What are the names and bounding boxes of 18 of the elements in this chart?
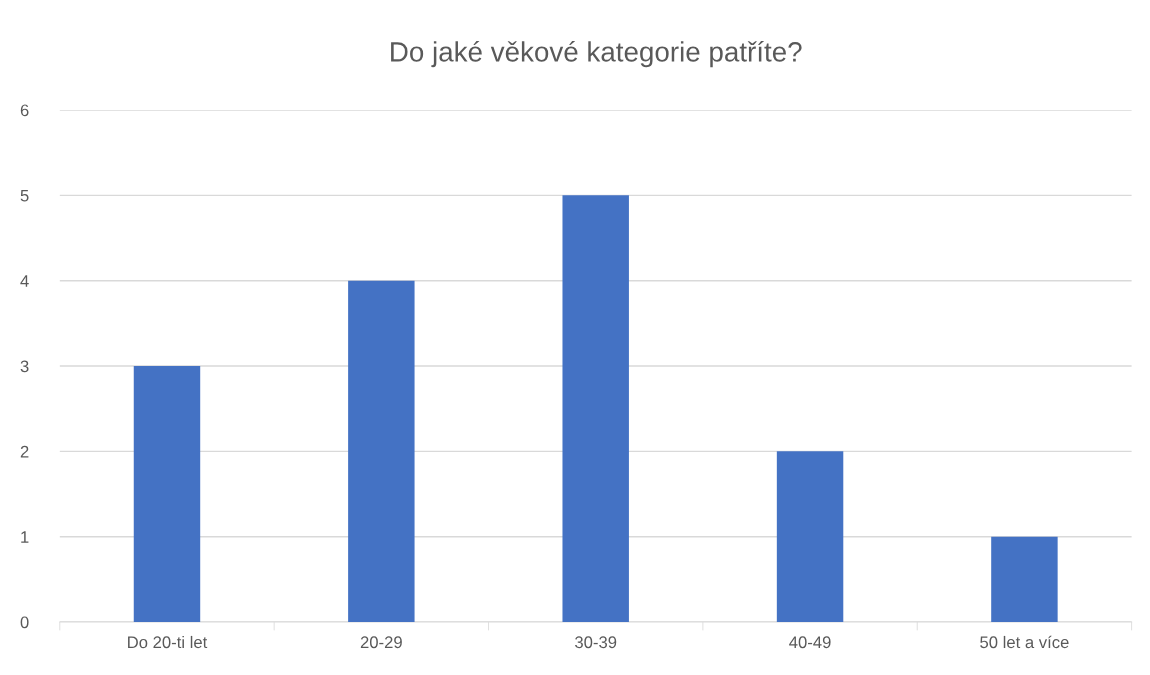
x-tick-label: 50 let a více: [980, 635, 1069, 649]
bar: [348, 280, 415, 623]
y-tick-label: 4: [20, 275, 29, 287]
bar: [776, 451, 844, 623]
chart-title: Do jaké věkové kategorie patříte?: [391, 40, 802, 68]
y-tick-label: 6: [20, 104, 29, 117]
y-tick-label: 3: [20, 360, 29, 373]
x-tick-label: 20-29: [360, 636, 402, 649]
y-tick-label: 0: [20, 616, 29, 629]
bar: [562, 195, 629, 623]
x-tick-label: Do 20-ti let: [128, 635, 208, 649]
y-tick-label: 5: [20, 189, 29, 202]
y-tick-label: 2: [20, 445, 29, 458]
x-tick-label: 40-49: [789, 636, 831, 649]
x-tick-label: 30-39: [575, 636, 617, 649]
bar: [991, 536, 1058, 623]
y-tick-label: 1: [21, 531, 29, 543]
bar: [133, 366, 201, 623]
